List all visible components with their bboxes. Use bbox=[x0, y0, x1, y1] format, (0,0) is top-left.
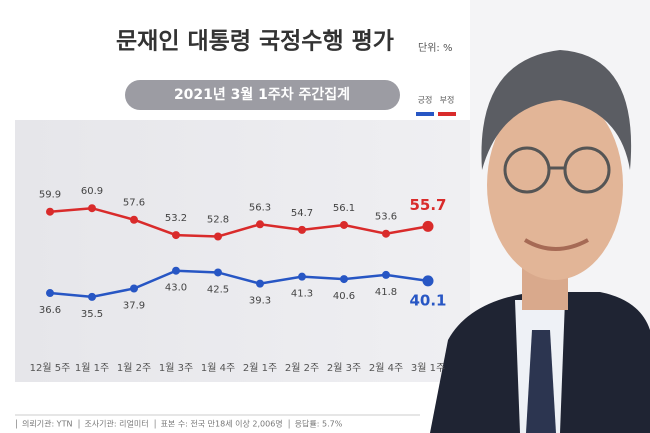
point bbox=[172, 231, 180, 240]
value-label: 41.8 bbox=[375, 287, 397, 298]
value-label: 35.5 bbox=[81, 309, 103, 320]
x-tick-label: 2월 3주 bbox=[327, 362, 361, 374]
subtitle: 2021년 3월 1주차 주간집계 bbox=[174, 86, 350, 103]
x-tick-label: 2월 2주 bbox=[285, 362, 319, 374]
x-tick-label: 1월 3주 bbox=[159, 362, 193, 374]
value-label: 37.9 bbox=[123, 301, 145, 312]
value-label: 53.2 bbox=[165, 213, 187, 224]
x-tick-label: 1월 1주 bbox=[75, 362, 109, 374]
glasses bbox=[503, 146, 551, 194]
chart-title: 문재인 대통령 국정수행 평가 bbox=[116, 29, 394, 55]
legend-swatch bbox=[438, 112, 456, 116]
source-note: 표본 수: 전국 만18세 이상 2,006명 bbox=[161, 419, 283, 429]
portrait bbox=[430, 0, 650, 433]
value-label: 59.9 bbox=[39, 190, 61, 201]
x-tick-label: 1월 2주 bbox=[117, 362, 151, 374]
point bbox=[88, 204, 96, 213]
value-label: 54.7 bbox=[291, 208, 313, 219]
value-label: 60.9 bbox=[81, 186, 103, 197]
value-label: 53.6 bbox=[375, 212, 397, 223]
legend-label: 부정 bbox=[440, 95, 455, 105]
point bbox=[130, 215, 138, 224]
subtitle-pill bbox=[125, 80, 400, 110]
plot-background bbox=[15, 120, 505, 382]
value-label: 40.6 bbox=[333, 291, 355, 302]
point bbox=[422, 220, 434, 232]
source-note: 응답률: 5.7% bbox=[295, 419, 343, 429]
hair bbox=[481, 50, 632, 170]
point bbox=[256, 220, 264, 229]
point bbox=[422, 275, 434, 287]
value-label: 57.6 bbox=[123, 198, 145, 209]
series-line bbox=[49, 269, 429, 299]
value-label: 42.5 bbox=[207, 284, 229, 295]
point bbox=[172, 266, 180, 275]
point bbox=[88, 292, 96, 301]
point bbox=[298, 225, 306, 234]
face bbox=[487, 90, 623, 280]
x-tick-label: 3월 1주 bbox=[411, 362, 445, 374]
unit-label: 단위: % bbox=[418, 41, 452, 54]
value-label: 43.0 bbox=[165, 283, 187, 294]
point bbox=[340, 220, 348, 229]
source-note: 조사기관: 리얼미터 bbox=[84, 419, 148, 429]
x-tick-label: 2월 4주 bbox=[369, 362, 403, 374]
point bbox=[214, 268, 222, 277]
point bbox=[298, 272, 306, 281]
legend-label: 긍정 bbox=[418, 95, 433, 105]
point bbox=[46, 289, 54, 298]
point bbox=[256, 279, 264, 288]
point bbox=[46, 207, 54, 216]
point bbox=[382, 229, 390, 238]
value-label: 56.3 bbox=[249, 202, 271, 213]
value-label: 56.1 bbox=[333, 203, 355, 214]
value-label: 41.3 bbox=[291, 289, 313, 300]
x-tick-label: 1월 4주 bbox=[201, 362, 235, 374]
footer-separator: | bbox=[154, 420, 157, 430]
x-tick-label: 12월 5주 bbox=[30, 362, 71, 374]
x-tick-label: 2월 1주 bbox=[243, 362, 277, 374]
value-label: 36.6 bbox=[39, 305, 61, 316]
glasses bbox=[563, 146, 611, 194]
source-note: 의뢰기관: YTN bbox=[22, 419, 72, 429]
point bbox=[130, 284, 138, 293]
point bbox=[340, 275, 348, 284]
mouth bbox=[523, 238, 589, 251]
footer-separator: | bbox=[15, 420, 18, 430]
tie bbox=[526, 330, 556, 433]
value-label-current: 55.7 bbox=[409, 196, 446, 214]
value-label: 52.8 bbox=[207, 214, 229, 225]
point bbox=[214, 232, 222, 241]
footer-separator: | bbox=[288, 420, 291, 430]
value-label-current: 40.1 bbox=[409, 291, 446, 309]
series-line bbox=[49, 206, 429, 238]
legend-swatch bbox=[416, 112, 434, 116]
value-label: 39.3 bbox=[249, 296, 271, 307]
point bbox=[382, 270, 390, 279]
footer-separator: | bbox=[77, 420, 80, 430]
